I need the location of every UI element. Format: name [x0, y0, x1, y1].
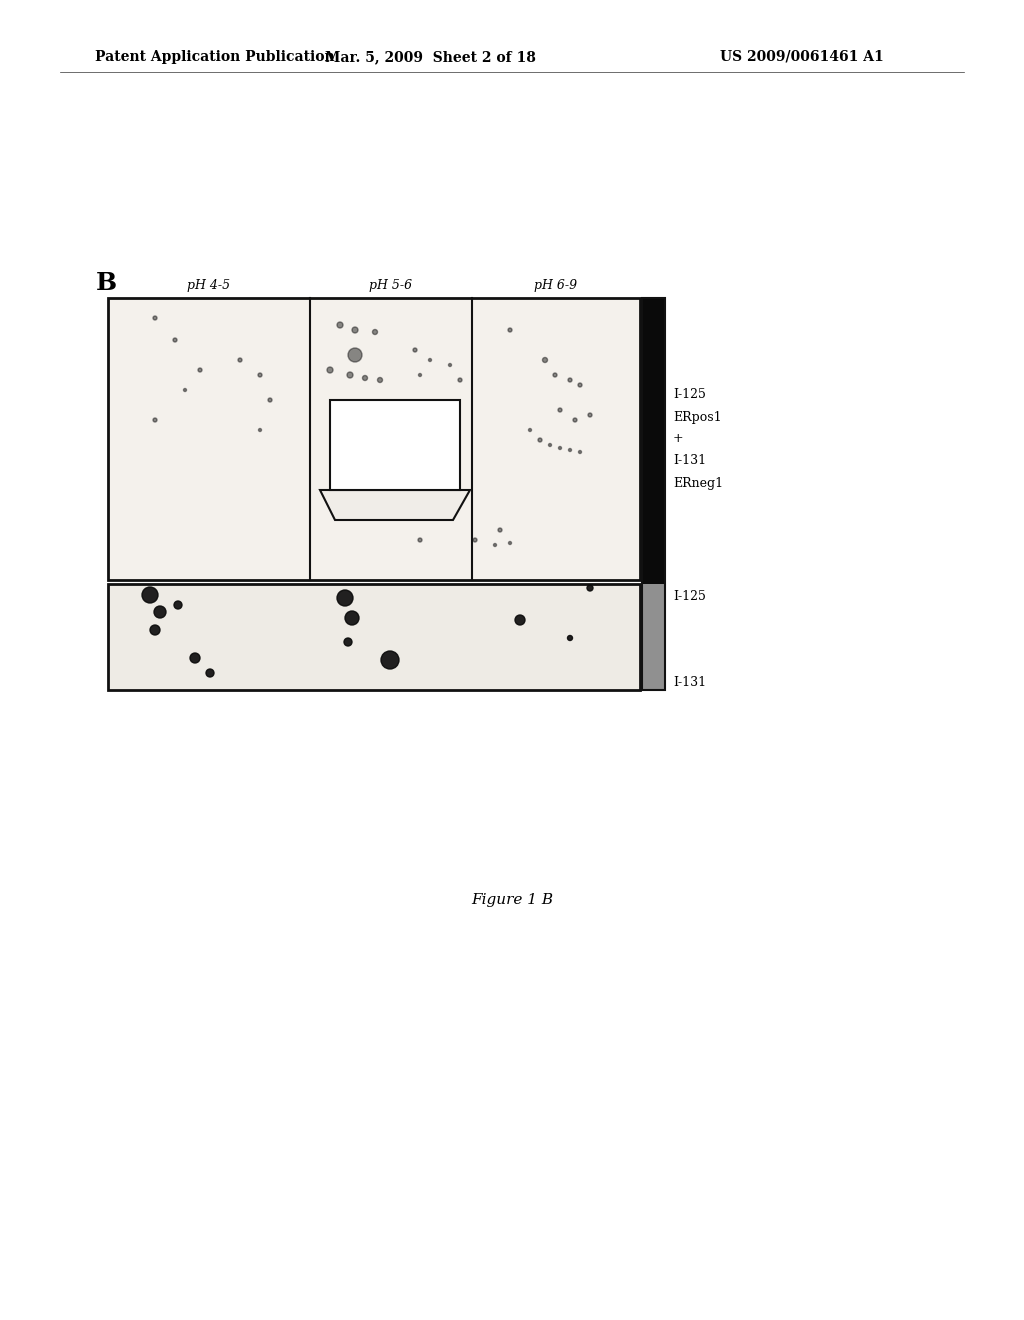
Circle shape	[553, 374, 557, 378]
Text: Figure 1 B: Figure 1 B	[471, 894, 553, 907]
Circle shape	[578, 383, 582, 387]
Circle shape	[337, 590, 353, 606]
Circle shape	[347, 372, 353, 378]
Circle shape	[568, 449, 571, 451]
Circle shape	[173, 338, 177, 342]
Circle shape	[449, 363, 452, 367]
Circle shape	[567, 635, 572, 640]
Circle shape	[428, 359, 431, 362]
Bar	[642, 298, 665, 690]
Circle shape	[174, 601, 182, 609]
Circle shape	[528, 429, 531, 432]
Circle shape	[419, 374, 422, 376]
Circle shape	[345, 611, 359, 624]
Text: +: +	[673, 433, 684, 446]
Circle shape	[154, 606, 166, 618]
Circle shape	[473, 539, 477, 543]
Polygon shape	[319, 490, 470, 520]
Circle shape	[344, 638, 352, 645]
Bar	[108, 583, 640, 690]
Circle shape	[558, 408, 562, 412]
Circle shape	[337, 322, 343, 327]
Circle shape	[183, 388, 186, 392]
Circle shape	[362, 375, 368, 380]
Text: I-125: I-125	[673, 388, 706, 401]
Circle shape	[508, 327, 512, 333]
Circle shape	[573, 418, 577, 422]
Text: ERpos1: ERpos1	[673, 411, 722, 424]
Circle shape	[558, 446, 561, 450]
Circle shape	[198, 368, 202, 372]
Text: B: B	[96, 271, 117, 294]
Circle shape	[413, 348, 417, 352]
Circle shape	[153, 418, 157, 422]
Text: Mar. 5, 2009  Sheet 2 of 18: Mar. 5, 2009 Sheet 2 of 18	[325, 50, 536, 63]
Text: I-131: I-131	[673, 676, 707, 689]
Circle shape	[515, 615, 525, 624]
Circle shape	[579, 450, 582, 454]
Bar	[330, 400, 460, 490]
Circle shape	[258, 374, 262, 378]
Circle shape	[348, 348, 362, 362]
Text: I-131: I-131	[673, 454, 707, 467]
Circle shape	[509, 541, 512, 544]
Circle shape	[418, 539, 422, 543]
Circle shape	[549, 444, 552, 446]
Text: ERneg1: ERneg1	[673, 477, 723, 490]
Circle shape	[206, 669, 214, 677]
Text: I-125: I-125	[673, 590, 706, 602]
Circle shape	[150, 624, 160, 635]
Circle shape	[538, 438, 542, 442]
Circle shape	[268, 399, 272, 403]
Text: US 2009/0061461 A1: US 2009/0061461 A1	[720, 50, 884, 63]
Circle shape	[587, 585, 593, 591]
Circle shape	[458, 378, 462, 381]
Text: pH 5-6: pH 5-6	[370, 279, 413, 292]
Circle shape	[238, 358, 242, 362]
Circle shape	[543, 358, 548, 363]
Circle shape	[494, 544, 497, 546]
Bar	[108, 298, 640, 579]
Circle shape	[381, 651, 399, 669]
Bar	[642, 583, 665, 690]
Circle shape	[352, 327, 358, 333]
Circle shape	[378, 378, 383, 383]
Circle shape	[327, 367, 333, 374]
Circle shape	[153, 315, 157, 319]
Text: Patent Application Publication: Patent Application Publication	[95, 50, 335, 63]
Circle shape	[258, 429, 261, 432]
Circle shape	[568, 378, 572, 381]
Circle shape	[498, 528, 502, 532]
Text: pH 6-9: pH 6-9	[535, 279, 578, 292]
Circle shape	[588, 413, 592, 417]
Bar	[642, 298, 665, 583]
Text: pH 4-5: pH 4-5	[187, 279, 230, 292]
Circle shape	[373, 330, 378, 334]
Circle shape	[190, 653, 200, 663]
Circle shape	[142, 587, 158, 603]
